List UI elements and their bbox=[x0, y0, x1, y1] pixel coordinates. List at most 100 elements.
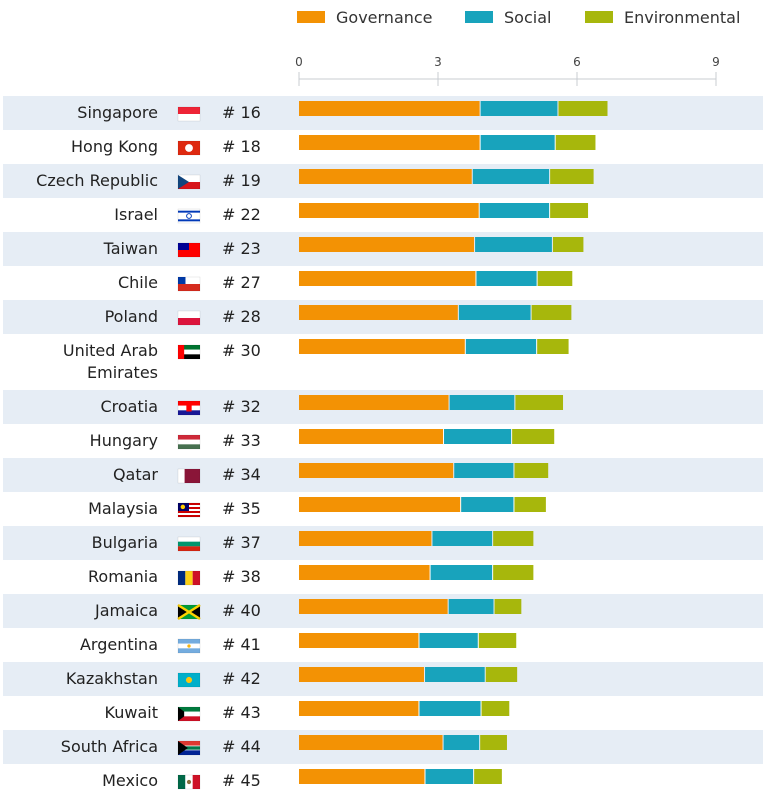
bar-social[interactable] bbox=[419, 701, 481, 716]
bar-governance[interactable] bbox=[299, 667, 425, 682]
bar-environmental[interactable] bbox=[537, 271, 573, 286]
rank-label: # 27 bbox=[222, 273, 261, 292]
bar-governance[interactable] bbox=[299, 599, 448, 614]
table-row[interactable]: Hong Kong # 18 bbox=[71, 135, 596, 156]
table-row[interactable]: Chile # 27 bbox=[118, 271, 573, 292]
bar-social[interactable] bbox=[448, 599, 494, 614]
bar-environmental[interactable] bbox=[514, 463, 549, 478]
bar-governance[interactable] bbox=[299, 169, 472, 184]
bar-environmental[interactable] bbox=[514, 497, 546, 512]
bar-social[interactable] bbox=[430, 565, 493, 580]
bar-governance[interactable] bbox=[299, 237, 475, 252]
bar-governance[interactable] bbox=[299, 769, 425, 784]
bar-social[interactable] bbox=[476, 271, 537, 286]
legend-item-governance[interactable]: Governance bbox=[297, 6, 433, 28]
bar-environmental[interactable] bbox=[478, 633, 517, 648]
table-row[interactable]: Kazakhstan # 42 bbox=[3, 662, 763, 696]
bar-governance[interactable] bbox=[299, 565, 430, 580]
table-row[interactable]: Jamaica # 40 bbox=[3, 594, 763, 628]
table-row[interactable]: Qatar # 34 bbox=[3, 458, 763, 492]
bar-environmental[interactable] bbox=[550, 169, 594, 184]
table-row[interactable]: Malaysia # 35 bbox=[88, 497, 546, 518]
country-label: Poland bbox=[105, 307, 158, 326]
bar-environmental[interactable] bbox=[493, 531, 534, 546]
bar-governance[interactable] bbox=[299, 271, 476, 286]
country-label: Argentina bbox=[80, 635, 158, 654]
rank-label: # 43 bbox=[222, 703, 261, 722]
country-label: Kuwait bbox=[105, 703, 158, 722]
table-row[interactable]: Croatia # 32 bbox=[3, 390, 763, 424]
bar-environmental[interactable] bbox=[558, 101, 608, 116]
table-row[interactable]: United Arab Emirates # 30 bbox=[63, 339, 569, 382]
bar-governance[interactable] bbox=[299, 305, 458, 320]
bar-social[interactable] bbox=[461, 497, 514, 512]
mexico-flag-icon bbox=[177, 774, 201, 790]
table-row[interactable]: Romania # 38 bbox=[88, 565, 534, 586]
table-row[interactable]: Argentina # 41 bbox=[80, 633, 517, 654]
bar-social[interactable] bbox=[444, 429, 512, 444]
chile-flag-icon bbox=[177, 276, 201, 292]
bar-governance[interactable] bbox=[299, 463, 454, 478]
bar-environmental[interactable] bbox=[481, 701, 510, 716]
bar-governance[interactable] bbox=[299, 531, 432, 546]
table-row[interactable]: Mexico # 45 bbox=[102, 769, 502, 790]
rank-label: # 40 bbox=[222, 601, 261, 620]
table-row[interactable]: South Africa # 44 bbox=[3, 730, 763, 764]
bar-environmental[interactable] bbox=[552, 237, 584, 252]
bar-social[interactable] bbox=[458, 305, 531, 320]
bar-governance[interactable] bbox=[299, 735, 443, 750]
table-row[interactable]: Hungary # 33 bbox=[90, 429, 555, 450]
bar-environmental[interactable] bbox=[493, 565, 534, 580]
bar-social[interactable] bbox=[425, 667, 485, 682]
table-row[interactable]: Bulgaria # 37 bbox=[3, 526, 763, 560]
table-row[interactable]: Israel # 22 bbox=[114, 203, 589, 224]
bar-social[interactable] bbox=[425, 769, 474, 784]
bar-environmental[interactable] bbox=[485, 667, 518, 682]
table-row[interactable]: Taiwan # 23 bbox=[3, 232, 763, 266]
bar-social[interactable] bbox=[480, 101, 558, 116]
bar-governance[interactable] bbox=[299, 701, 419, 716]
bar-social[interactable] bbox=[472, 169, 550, 184]
bar-governance[interactable] bbox=[299, 633, 419, 648]
table-row[interactable]: Czech Republic # 19 bbox=[3, 164, 763, 198]
bar-governance[interactable] bbox=[299, 203, 479, 218]
rank-label: # 33 bbox=[222, 431, 261, 450]
bar-environmental[interactable] bbox=[550, 203, 589, 218]
bar-social[interactable] bbox=[443, 735, 480, 750]
table-row[interactable]: Poland # 28 bbox=[3, 300, 763, 334]
country-label: Hungary bbox=[90, 431, 158, 450]
bar-social[interactable] bbox=[454, 463, 514, 478]
bar-environmental[interactable] bbox=[531, 305, 572, 320]
bar-social[interactable] bbox=[419, 633, 478, 648]
bar-environmental[interactable] bbox=[515, 395, 564, 410]
rank-label: # 19 bbox=[222, 171, 261, 190]
bar-social[interactable] bbox=[432, 531, 493, 546]
bar-social[interactable] bbox=[480, 135, 555, 150]
legend-item-social[interactable]: Social bbox=[465, 6, 551, 28]
bar-environmental[interactable] bbox=[480, 735, 507, 750]
bar-governance[interactable] bbox=[299, 429, 444, 444]
x-tick-label: 3 bbox=[434, 55, 442, 69]
bar-social[interactable] bbox=[475, 237, 552, 252]
bar-environmental[interactable] bbox=[555, 135, 596, 150]
table-row[interactable]: Kuwait # 43 bbox=[105, 701, 510, 722]
x-tick-label: 9 bbox=[712, 55, 720, 69]
bar-social[interactable] bbox=[479, 203, 550, 218]
bar-environmental[interactable] bbox=[494, 599, 522, 614]
country-label: Malaysia bbox=[88, 499, 158, 518]
bar-environmental[interactable] bbox=[537, 339, 569, 354]
bar-governance[interactable] bbox=[299, 395, 449, 410]
bar-environmental[interactable] bbox=[512, 429, 555, 444]
bar-social[interactable] bbox=[465, 339, 537, 354]
bar-governance[interactable] bbox=[299, 135, 480, 150]
bar-social[interactable] bbox=[449, 395, 515, 410]
bar-governance[interactable] bbox=[299, 497, 461, 512]
table-row[interactable]: Singapore # 16 bbox=[3, 96, 763, 130]
country-label: Czech Republic bbox=[36, 171, 158, 190]
bar-environmental[interactable] bbox=[474, 769, 502, 784]
bar-governance[interactable] bbox=[299, 101, 480, 116]
x-tick-label: 6 bbox=[573, 55, 581, 69]
legend-swatch-environmental bbox=[585, 11, 613, 23]
bar-governance[interactable] bbox=[299, 339, 465, 354]
legend-item-environmental[interactable]: Environmental bbox=[585, 6, 740, 28]
